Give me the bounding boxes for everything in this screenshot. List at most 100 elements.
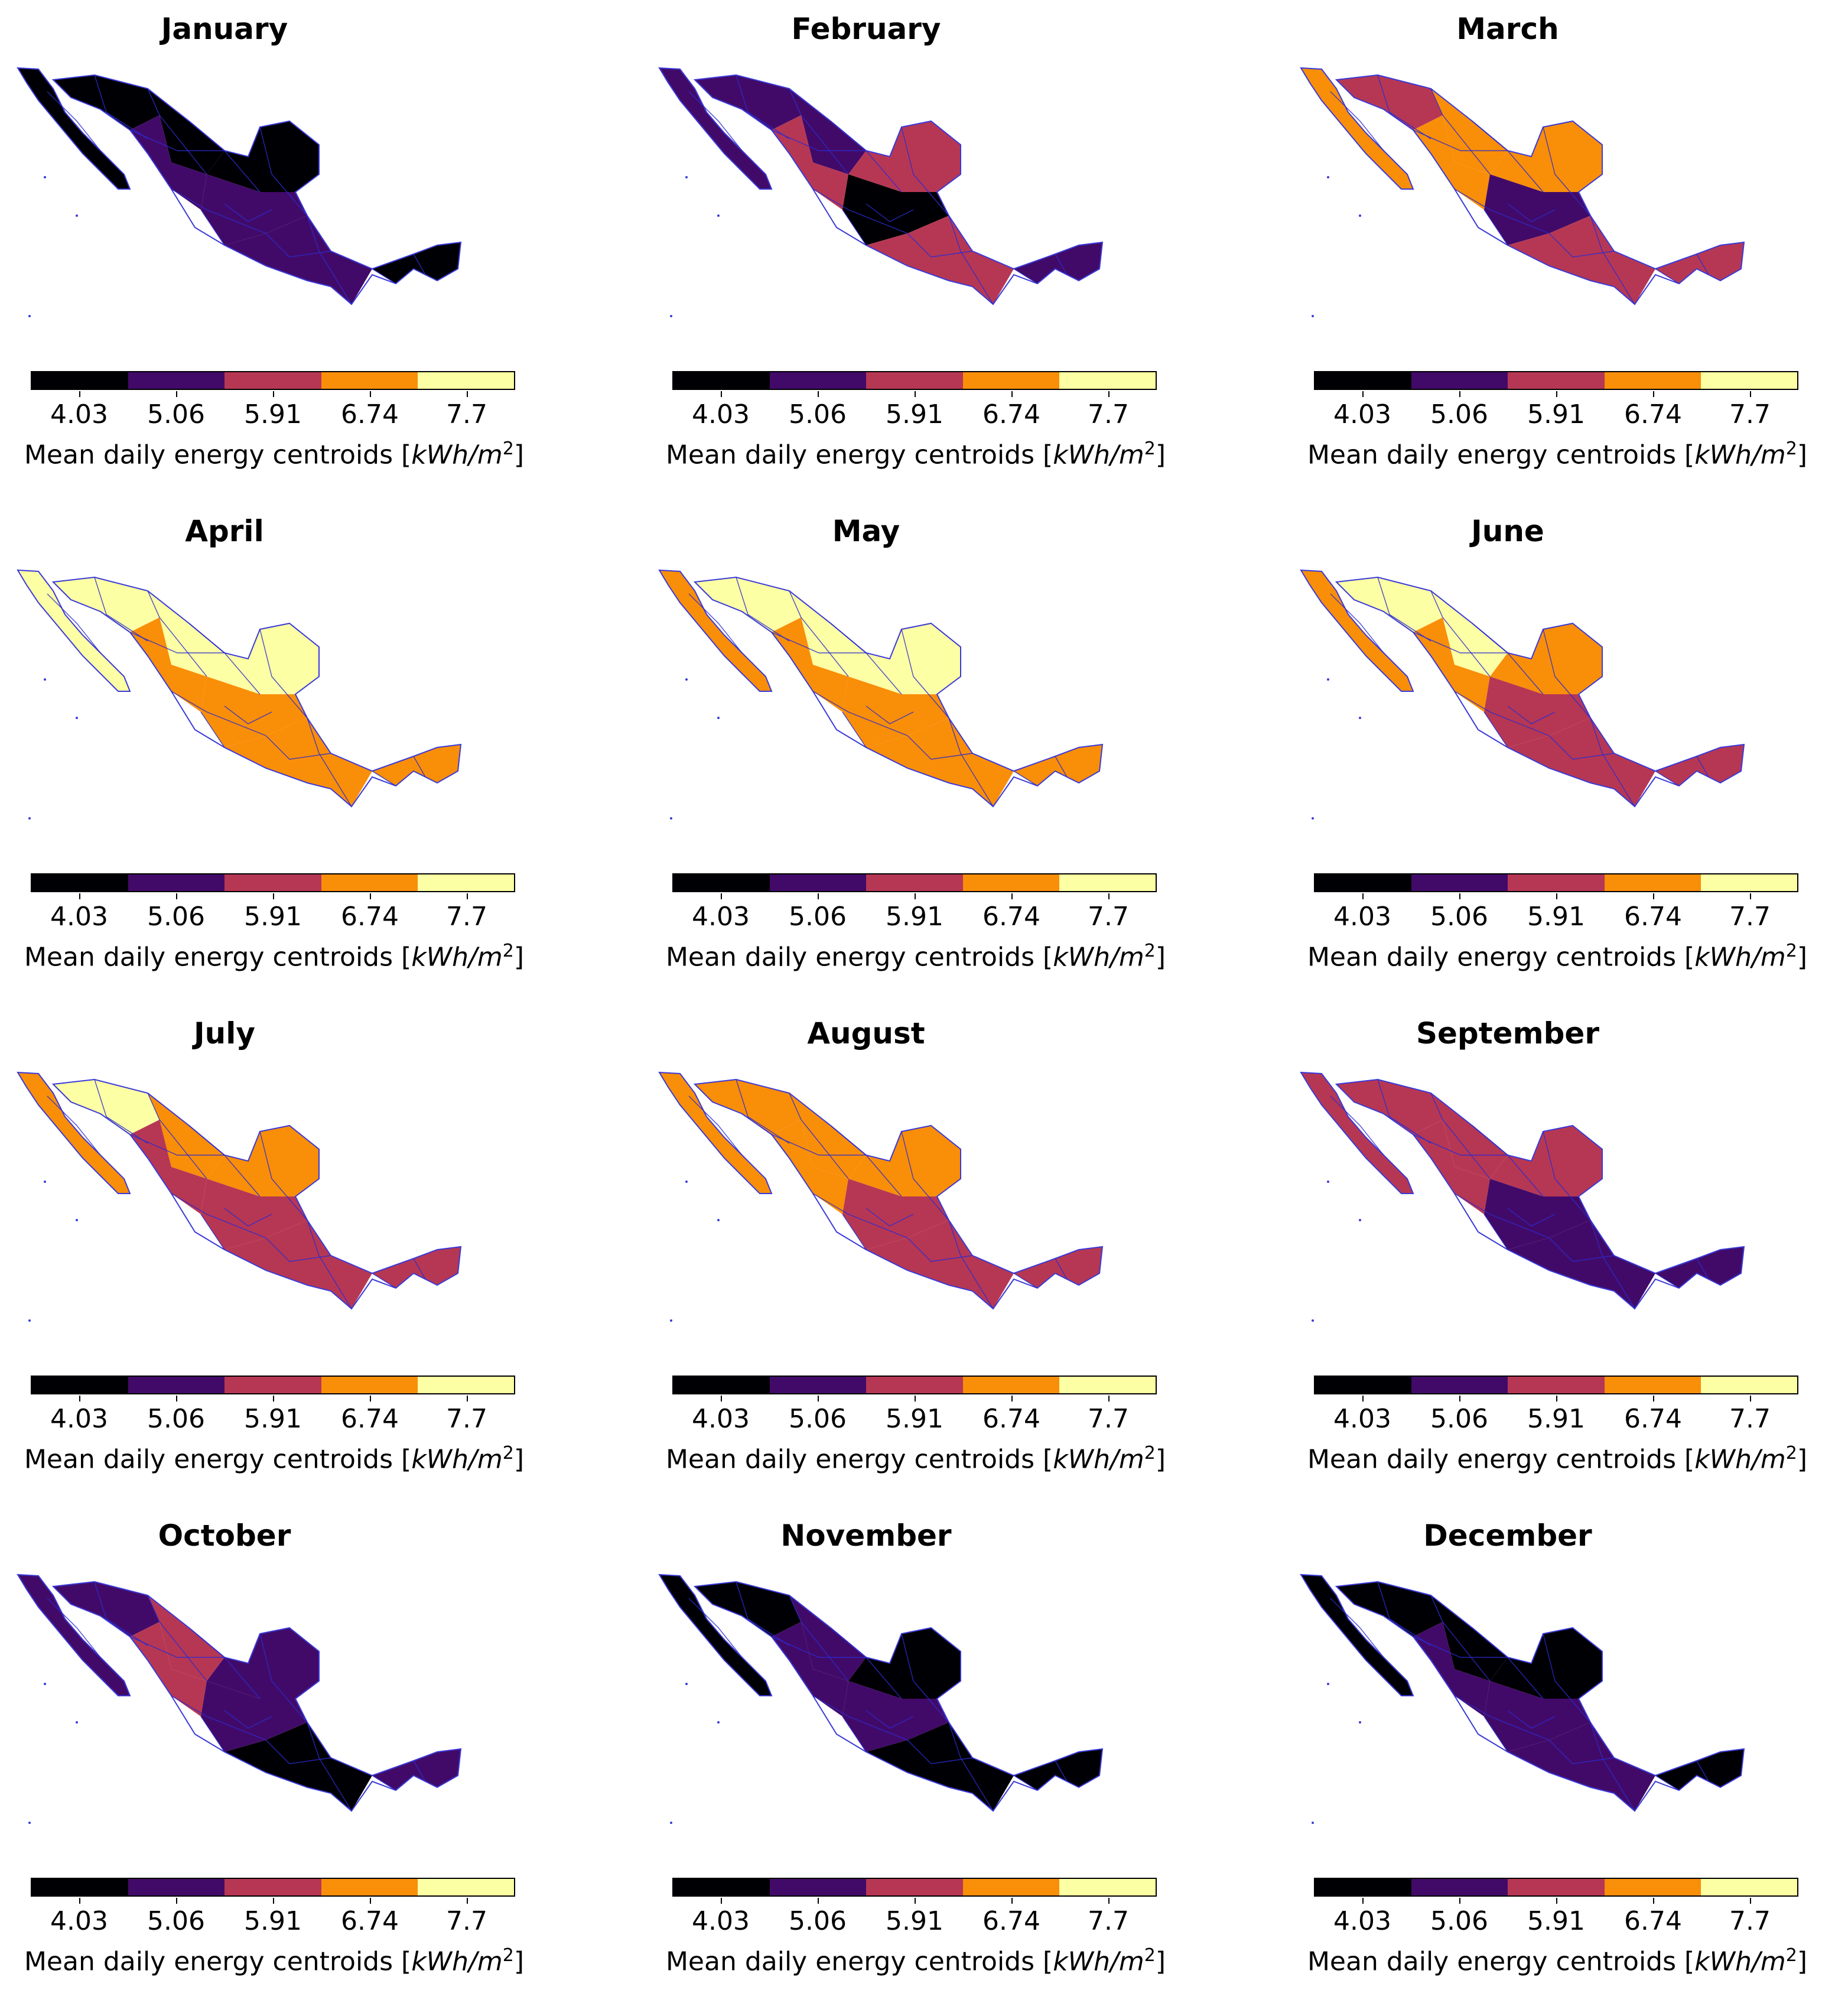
tick-mark [273,893,274,899]
map-region [1655,1247,1744,1288]
state-border [1055,756,1068,778]
colorbar-ticks: 4.03 5.06 5.91 6.74 7.7 [31,1898,515,1939]
colorbar-label-text: Mean daily energy centroids [ [665,942,1053,973]
state-border [265,1739,331,1764]
map-region [1336,75,1443,130]
state-border [1696,756,1709,778]
tick-mark [1459,391,1460,397]
island-marker [76,717,78,719]
state-border [789,1092,849,1179]
map-region [789,89,866,174]
map-region [1413,1622,1490,1716]
panel-title: July [194,1016,255,1051]
country-outline [1335,74,1745,305]
state-border [259,629,308,718]
tick-mark [273,1396,274,1402]
tick-mark [1653,391,1654,397]
tick-mark [1750,1396,1751,1402]
colorbar-segment [321,372,418,389]
colorbar-segment [866,372,963,389]
state-border [1013,1273,1038,1289]
state-border [842,1716,867,1752]
island-marker [670,1822,672,1824]
map-region [207,1628,319,1699]
state-border [1590,717,1635,807]
map-region [1301,1575,1413,1696]
panel-title: May [832,514,900,548]
state-border [1507,705,1556,724]
colorbar-segment [1059,1377,1156,1393]
state-border [688,1095,743,1156]
state-border [413,253,426,275]
colorbar-segment [1508,874,1605,891]
state-border [688,91,743,151]
state-border [901,1633,949,1723]
country-outline [658,1573,773,1696]
colorbar-label: Mean daily energy centroids [kWh/m2] [650,438,1182,470]
colorbar-label-text: Mean daily energy centroids [ [24,1444,412,1475]
country-outline [51,74,462,305]
state-border [789,88,849,175]
country-outline [658,569,773,692]
map-region [848,623,961,694]
country-outline [51,1078,462,1310]
map-region [1301,1072,1413,1194]
map-panel-february: February 4.03 5.06 5.91 6.74 7.7 Mean daily en… [648,0,1238,502]
colorbar-segment [1411,1879,1508,1895]
state-border [948,1722,994,1812]
tick-mark [1556,893,1557,899]
map-region [148,1595,225,1681]
tick-label: 7.7 [446,1906,487,1936]
map-region [1413,1120,1490,1214]
colorbar-unit: kWh/m [1053,440,1144,470]
tick-label: 6.74 [1624,399,1682,430]
island-marker [76,214,78,217]
state-border [1655,1775,1680,1791]
tick-label: 5.91 [1527,1404,1585,1434]
map-panel-march: March 4.03 5.06 5.91 6.74 7.7 Mean daily energ… [1289,0,1822,502]
tick-mark [370,1396,371,1402]
tick-label: 4.03 [50,902,108,932]
colorbar-label-text: Mean daily energy centroids [ [665,1444,1053,1475]
tick-mark [467,893,468,899]
state-border [866,1710,914,1729]
state-border [1330,1598,1384,1658]
tick-mark [1750,1898,1751,1904]
state-border [224,1710,272,1729]
map-region [842,174,949,245]
country-outline [658,67,773,190]
island-marker [44,1683,46,1685]
state-border [94,577,148,642]
colorbar [1314,1878,1798,1897]
tick-mark [915,893,916,899]
map-panel-june: June 4.03 5.06 5.91 6.74 7.7 Mean daily energy… [1289,502,1822,1004]
state-border [1543,1131,1591,1221]
colorbar-label: Mean daily energy centroids [kWh/m2] [1291,941,1822,973]
colorbar-segment [770,1377,867,1393]
tick-label: 6.74 [982,1404,1040,1434]
state-border [1507,1208,1556,1227]
island-marker [28,1822,31,1824]
island-marker [670,315,672,317]
map-region [842,1681,949,1752]
tick-mark [1011,893,1013,899]
panel-title: January [161,12,288,46]
colorbar-label: Mean daily energy centroids [kWh/m2] [650,941,1182,973]
colorbar-unit: kWh/m [1053,1444,1144,1475]
state-border [1696,253,1709,275]
state-border [1543,629,1591,718]
map-region [1336,1079,1443,1134]
tick-label: 6.74 [341,1906,399,1936]
colorbar-segment [1604,372,1701,389]
tick-mark [467,1396,468,1402]
colorbar-label: Mean daily energy centroids [kWh/m2] [650,1945,1182,1977]
state-border [147,1595,207,1682]
state-border [1413,1134,1508,1156]
colorbar-ticks: 4.03 5.06 5.91 6.74 7.7 [1314,391,1798,433]
map-region [1484,677,1590,747]
state-border [1543,1633,1591,1723]
tick-label: 6.74 [341,399,399,430]
tick-mark [79,1898,80,1904]
colorbar [31,1878,515,1897]
map-panel-september: September 4.03 5.06 5.91 6.74 7.7 Mean daily e… [1289,1004,1822,1507]
